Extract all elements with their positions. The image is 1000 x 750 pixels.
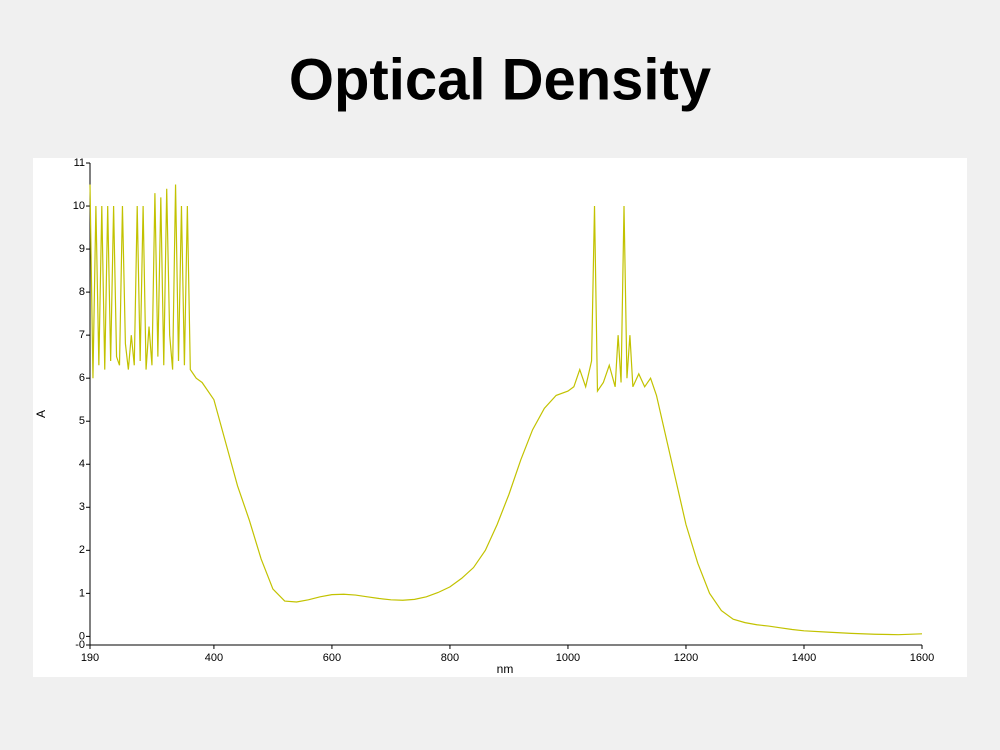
x-tick-label: 800	[441, 652, 459, 664]
x-tick-label: 190	[81, 652, 99, 664]
panel	[33, 158, 967, 677]
x-tick-label: 1200	[674, 652, 698, 664]
y-tick-label: 1	[79, 587, 85, 599]
y-tick-label: 0	[79, 630, 85, 642]
y-tick-label: 5	[79, 415, 85, 427]
x-tick-label: 1400	[792, 652, 816, 664]
y-tick-label: -0	[75, 639, 85, 651]
x-tick-label: 400	[205, 652, 223, 664]
y-tick-label: 3	[79, 501, 85, 513]
y-tick-label: 6	[79, 372, 85, 384]
x-tick-label: 1600	[910, 652, 934, 664]
x-axis-label: nm	[497, 662, 514, 676]
y-tick-label: 8	[79, 286, 85, 298]
y-tick-label: 4	[79, 458, 85, 470]
data-line	[89, 184, 923, 636]
chart-title: Optical Density	[289, 47, 711, 112]
y-tick-label: 10	[73, 200, 85, 212]
x-tick-label: 600	[323, 652, 341, 664]
y-tick-label: 11	[74, 157, 85, 169]
y-tick-label: 2	[79, 544, 85, 556]
x-tick-label: 1000	[556, 652, 580, 664]
y-axis-label: A	[34, 410, 48, 418]
y-tick-label: 7	[79, 329, 85, 341]
y-tick-label: 9	[79, 243, 85, 255]
